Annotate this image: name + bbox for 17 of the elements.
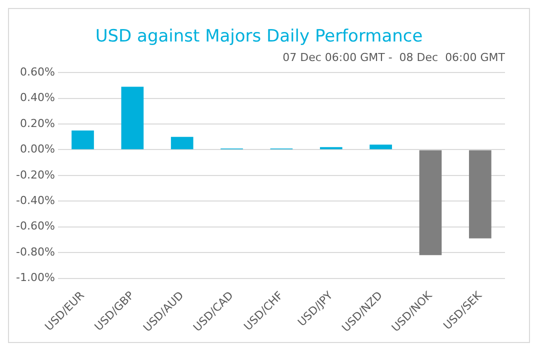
y-tick-label: 0.20% <box>20 116 55 130</box>
y-tick-label: 0.60% <box>20 65 55 78</box>
y-tick-label: -0.80% <box>16 245 55 258</box>
y-tick-label: -0.60% <box>16 220 55 233</box>
bar <box>370 144 392 150</box>
y-tick-label: 0.40% <box>20 91 55 104</box>
chart-title: USD against Majors Daily Performance <box>95 26 423 47</box>
bar <box>121 86 144 150</box>
y-tick-label: -0.20% <box>16 168 55 182</box>
bar <box>468 150 492 238</box>
bar <box>72 130 94 150</box>
bar <box>170 136 194 150</box>
chart-subtitle: 07 Dec 06:00 GMT - 08 Dec 06:00 GMT <box>282 50 506 64</box>
y-tick-label: -0.40% <box>16 194 55 208</box>
bar <box>419 150 442 256</box>
y-tick-label: -1.00% <box>16 271 55 284</box>
y-tick-label: 0.00% <box>20 142 55 156</box>
